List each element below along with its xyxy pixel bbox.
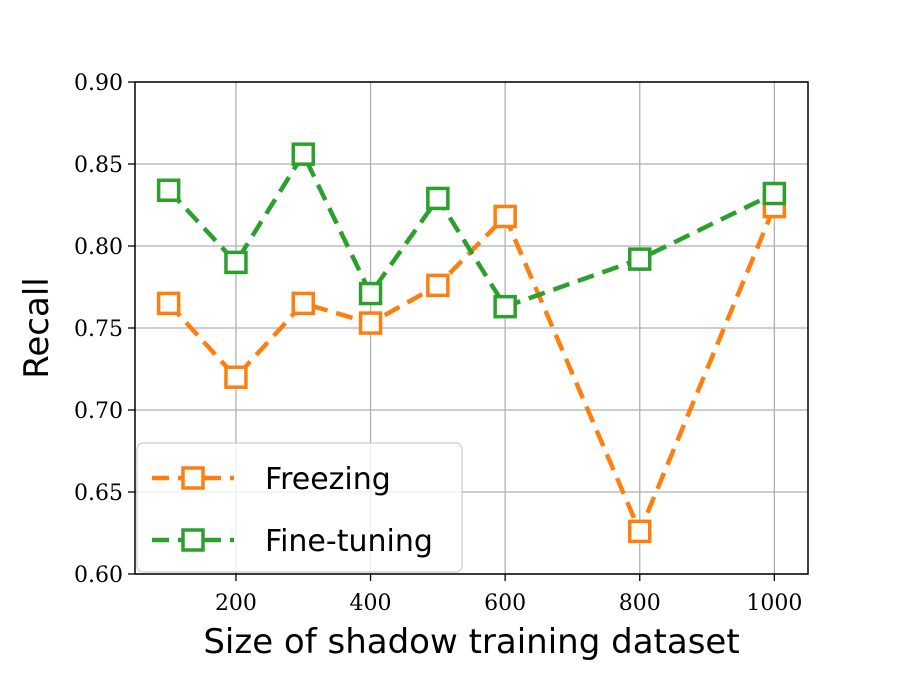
data-point-freezing (493, 204, 517, 229)
x-tick-label: 200 (215, 591, 257, 616)
x-tick-label: 1000 (746, 591, 802, 616)
data-point-fine-tuning (426, 186, 450, 211)
data-point-freezing (358, 311, 383, 335)
legend-marker-swatch (181, 528, 205, 552)
y-tick-label: 0.70 (74, 399, 123, 424)
y-tick-label: 0.90 (74, 71, 123, 96)
y-tick-label: 0.75 (74, 317, 123, 342)
data-point-freezing (224, 365, 248, 389)
y-tick-label: 0.65 (74, 481, 123, 506)
y-axis-label: Recall (17, 277, 57, 378)
data-point-fine-tuning (291, 142, 315, 166)
series-line-fine-tuning (167, 151, 776, 309)
series-line-freezing (167, 205, 777, 534)
legend-label: Freezing (265, 462, 391, 497)
legend: Freezing Fine-tuning (136, 442, 463, 573)
data-point-freezing (426, 273, 450, 298)
data-point-fine-tuning (493, 294, 517, 319)
series-layer (156, 142, 787, 544)
x-tick-label: 600 (484, 591, 526, 616)
x-tick-label: 400 (350, 591, 392, 616)
data-point-freezing (291, 291, 315, 316)
y-tick-label: 0.80 (74, 235, 123, 260)
legend-label: Fine-tuning (265, 524, 433, 559)
x-tick-label: 800 (619, 591, 661, 616)
data-point-fine-tuning (224, 250, 248, 275)
legend-item-fine-tuning: Fine-tuning (152, 524, 433, 559)
data-point-freezing (156, 291, 181, 316)
legend-marker-swatch (181, 466, 205, 490)
x-axis-label: Size of shadow training dataset (203, 622, 739, 662)
data-point-fine-tuning (156, 178, 181, 202)
y-tick-label: 0.60 (74, 563, 123, 588)
axis-ticks: 200 400 600 800 1000 0.60 0.65 0.70 0.75 0.80 0.85… (74, 71, 802, 616)
data-point-fine-tuning (628, 247, 652, 271)
data-point-freezing (628, 519, 652, 544)
data-point-fine-tuning (762, 181, 787, 206)
data-point-fine-tuning (358, 281, 383, 306)
legend-item-freezing: Freezing (152, 462, 391, 497)
y-tick-label: 0.85 (74, 153, 123, 178)
